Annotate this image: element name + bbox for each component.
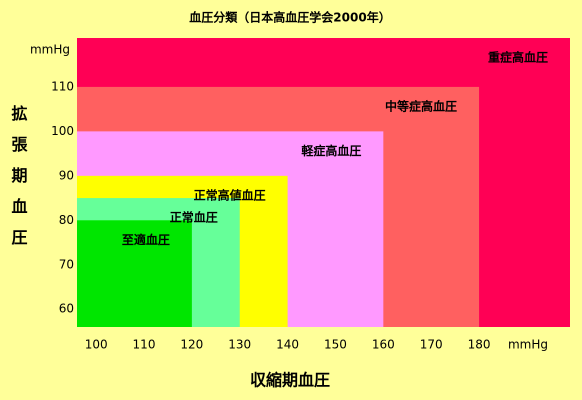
region-label: 重症高血圧 [488, 50, 548, 65]
x-tick-label: 110 [133, 338, 156, 352]
y-unit: mmHg [30, 43, 70, 57]
x-unit: mmHg [508, 338, 548, 352]
x-tick-label: 150 [324, 338, 347, 352]
region-label: 至適血圧 [122, 232, 170, 247]
region-label: 正常高値血圧 [194, 187, 266, 202]
y-tick-label: 70 [59, 257, 74, 271]
region-label: 中等症高血圧 [385, 98, 457, 113]
chart-title: 血圧分類（日本高血圧学会2000年） [189, 10, 390, 25]
y-axis-title: 拡張期血圧 [9, 104, 28, 260]
y-tick-label: 60 [59, 302, 74, 316]
region-label: 軽症高血圧 [301, 143, 361, 158]
region-label: 正常血圧 [170, 210, 218, 225]
y-tick-label: 90 [59, 168, 74, 182]
x-tick-label: 170 [420, 338, 443, 352]
x-tick-label: 120 [180, 338, 203, 352]
y-tick-label: 80 [59, 213, 74, 227]
x-tick-label: 130 [228, 338, 251, 352]
x-axis-title: 収縮期血圧 [250, 371, 330, 390]
x-tick-label: 160 [372, 338, 395, 352]
region [77, 220, 192, 327]
x-tick-label: 140 [276, 338, 299, 352]
y-tick-label: 110 [51, 79, 74, 93]
x-tick-label: 100 [85, 338, 108, 352]
y-tick-label: 100 [51, 124, 74, 138]
x-tick-label: 180 [468, 338, 491, 352]
